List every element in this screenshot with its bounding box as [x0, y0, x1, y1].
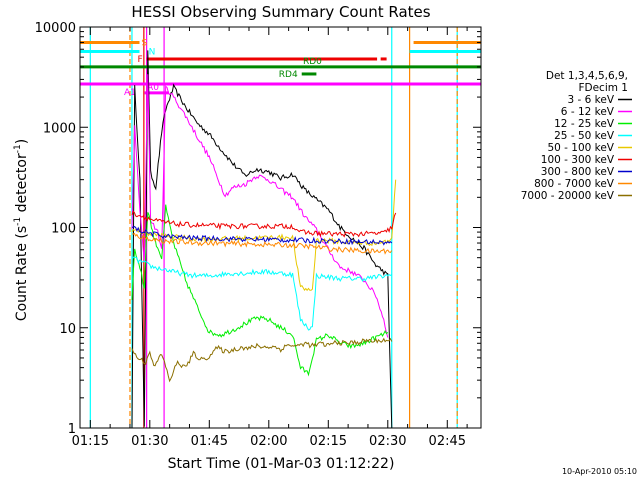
y-tick-label-1: 10	[59, 322, 76, 337]
series-lines	[131, 50, 397, 429]
y-tick-label-2: 100	[51, 222, 76, 237]
x-tick-label-0: 01:15	[72, 434, 109, 449]
legend-label-5: 100 - 300 keV	[541, 154, 615, 166]
y-tick-label-0: 1	[68, 422, 76, 437]
x-tick-label-1: 01:30	[131, 434, 168, 449]
flag-label-a1-8: A1	[124, 88, 136, 98]
flag-label-a0-9: A0	[147, 83, 159, 93]
y-tick-label-4: 10000	[35, 21, 76, 36]
legend-header-0: Det 1,3,4,5,6,9,	[546, 70, 628, 82]
y-axis-label-sup2: -1	[13, 144, 23, 153]
series-line-0	[131, 50, 393, 429]
legend-label-1: 6 - 12 keV	[561, 106, 615, 118]
y-axis-label-sup1: -1	[13, 217, 23, 226]
flag-label-f-4: F	[137, 55, 142, 65]
series-line-1	[131, 74, 389, 338]
legend-label-0: 3 - 6 keV	[567, 94, 614, 106]
y-axis-label-main: Count Rate (s	[14, 226, 30, 321]
x-tick-label-4: 02:15	[310, 434, 347, 449]
y-tick-label-3: 1000	[43, 121, 76, 136]
legend-label-4: 50 - 100 keV	[547, 142, 614, 154]
x-tick-label-6: 02:45	[429, 434, 466, 449]
series-line-6	[131, 226, 393, 246]
y-axis-label-end: )	[14, 139, 30, 144]
legend-label-3: 25 - 50 keV	[554, 130, 615, 142]
x-tick-label-2: 01:45	[191, 434, 228, 449]
footer-timestamp: 10-Apr-2010 05:10	[562, 467, 637, 476]
y-axis-label-mid: detector	[14, 153, 30, 217]
series-line-3	[131, 256, 393, 331]
legend-label-7: 800 - 7000 keV	[534, 178, 615, 190]
flag-label-rd0-6: RD0	[303, 57, 322, 67]
legend-label-2: 12 - 25 keV	[554, 118, 615, 130]
series-line-8	[131, 337, 393, 383]
legend-label-6: 300 - 800 keV	[541, 166, 615, 178]
series-line-5	[131, 210, 397, 238]
series-line-7	[131, 232, 393, 255]
axes: 01:15 01:30 01:45 02:00 02:15 02:30 02:45 1 10 10…	[35, 21, 482, 449]
chart-title: HESSI Observing Summary Count Rates	[131, 3, 430, 21]
flag-bars: SNF RD0 RD4 A1 A0	[80, 39, 481, 98]
flag-label-rd4-7: RD4	[279, 70, 298, 80]
y-axis-label: Count Rate (s-1 detector-1)	[13, 139, 30, 321]
series-line-2	[131, 204, 389, 377]
x-tick-label-5: 02:30	[369, 434, 406, 449]
flag-label-s-0: S	[141, 39, 147, 49]
x-axis-label: Start Time (01-Mar-03 01:12:22)	[168, 456, 395, 472]
flag-label-n-2: N	[149, 47, 156, 57]
x-tick-label-3: 02:00	[250, 434, 287, 449]
legend-label-8: 7000 - 20000 keV	[521, 190, 615, 202]
legend-header-1: FDecim 1	[578, 82, 628, 94]
